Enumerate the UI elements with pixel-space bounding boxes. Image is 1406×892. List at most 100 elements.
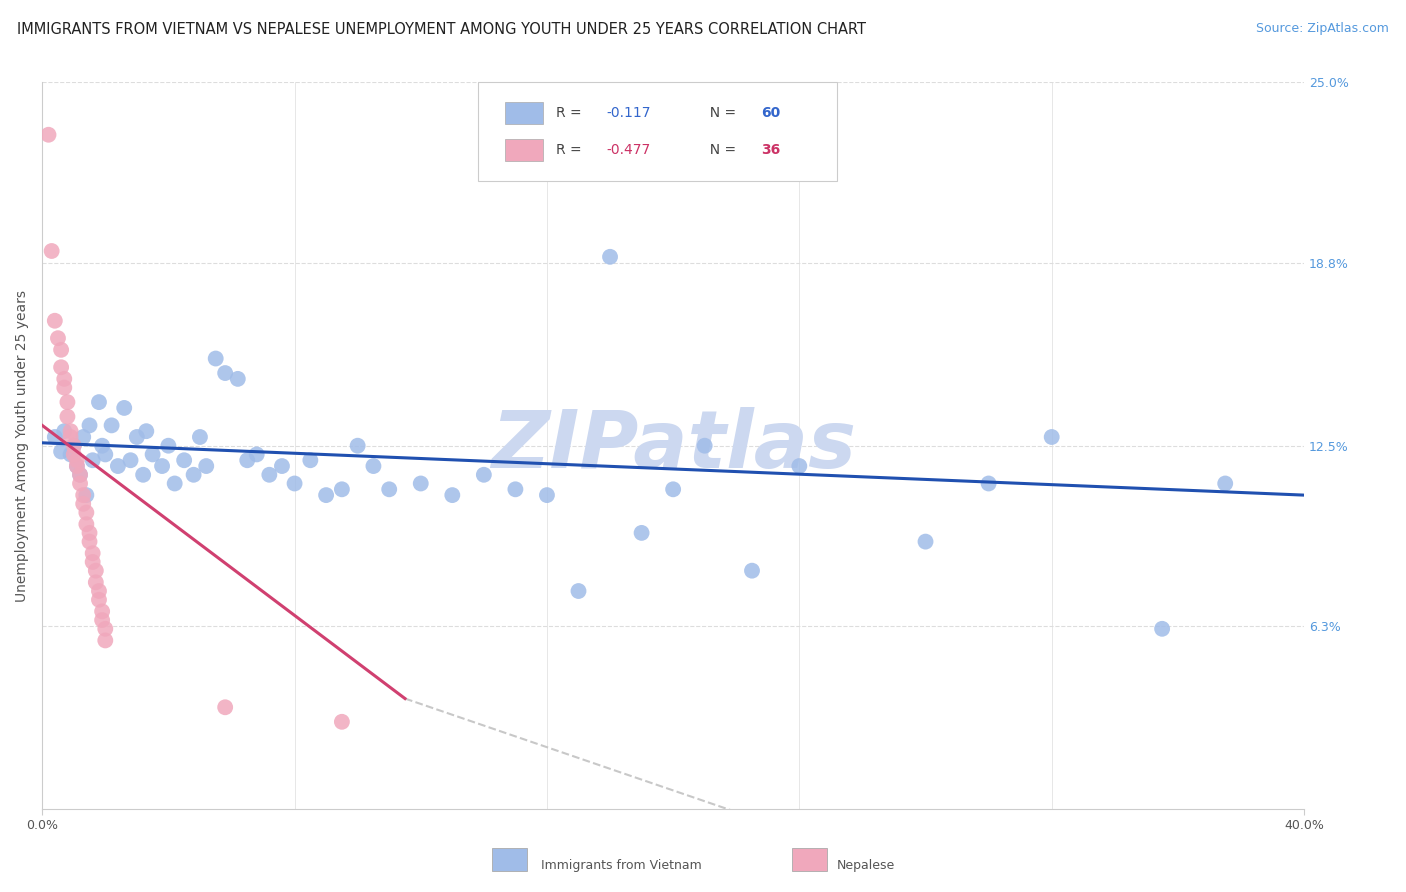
Point bbox=[82, 555, 104, 569]
Bar bbox=[792, 848, 827, 871]
Point bbox=[49, 343, 72, 357]
Point bbox=[1152, 622, 1174, 636]
Text: R =: R = bbox=[555, 106, 586, 120]
FancyBboxPatch shape bbox=[478, 82, 837, 180]
Point bbox=[46, 331, 69, 345]
Text: -0.117: -0.117 bbox=[606, 106, 651, 120]
Point bbox=[53, 424, 76, 438]
Text: 60: 60 bbox=[762, 106, 780, 120]
Point bbox=[120, 453, 142, 467]
Point bbox=[693, 439, 716, 453]
Point bbox=[441, 488, 464, 502]
Point bbox=[330, 714, 353, 729]
Point bbox=[226, 372, 249, 386]
Point bbox=[72, 488, 94, 502]
Point bbox=[315, 488, 337, 502]
Point bbox=[59, 430, 82, 444]
Point bbox=[599, 250, 621, 264]
FancyBboxPatch shape bbox=[505, 139, 543, 161]
Text: -0.477: -0.477 bbox=[606, 143, 651, 157]
Point bbox=[82, 453, 104, 467]
Point bbox=[59, 447, 82, 461]
Point bbox=[53, 381, 76, 395]
Point bbox=[75, 517, 97, 532]
Point bbox=[62, 447, 84, 461]
Point bbox=[214, 366, 236, 380]
Point bbox=[378, 483, 401, 497]
Point bbox=[79, 525, 101, 540]
Point bbox=[75, 506, 97, 520]
Point bbox=[204, 351, 226, 366]
Point bbox=[91, 604, 114, 618]
Point bbox=[135, 424, 157, 438]
Point bbox=[536, 488, 558, 502]
Point bbox=[409, 476, 432, 491]
Point bbox=[75, 488, 97, 502]
Point bbox=[100, 418, 122, 433]
Point bbox=[79, 418, 101, 433]
Point bbox=[82, 546, 104, 560]
Point bbox=[94, 633, 117, 648]
Point bbox=[66, 458, 89, 473]
Point bbox=[330, 483, 353, 497]
Text: N =: N = bbox=[702, 106, 741, 120]
Point bbox=[79, 534, 101, 549]
Text: IMMIGRANTS FROM VIETNAM VS NEPALESE UNEMPLOYMENT AMONG YOUTH UNDER 25 YEARS CORR: IMMIGRANTS FROM VIETNAM VS NEPALESE UNEM… bbox=[17, 22, 866, 37]
Point bbox=[299, 453, 322, 467]
Point bbox=[157, 439, 180, 453]
Point bbox=[62, 439, 84, 453]
Point bbox=[62, 439, 84, 453]
Text: Nepalese: Nepalese bbox=[837, 859, 894, 871]
Point bbox=[977, 476, 1000, 491]
Point bbox=[914, 534, 936, 549]
Point bbox=[49, 444, 72, 458]
Point bbox=[72, 497, 94, 511]
Point bbox=[173, 453, 195, 467]
Point bbox=[94, 447, 117, 461]
Point bbox=[188, 430, 211, 444]
Point bbox=[91, 439, 114, 453]
Point bbox=[236, 453, 259, 467]
Point bbox=[87, 592, 110, 607]
Text: R =: R = bbox=[555, 143, 586, 157]
Point bbox=[49, 360, 72, 375]
Point bbox=[567, 584, 589, 599]
Point bbox=[107, 458, 129, 473]
Point bbox=[56, 395, 79, 409]
Point bbox=[150, 458, 173, 473]
Point bbox=[41, 244, 63, 258]
Point bbox=[69, 467, 91, 482]
Point bbox=[630, 525, 652, 540]
Point bbox=[246, 447, 269, 461]
Point bbox=[163, 476, 186, 491]
Point bbox=[284, 476, 307, 491]
Text: ZIPatlas: ZIPatlas bbox=[491, 407, 856, 484]
Text: Source: ZipAtlas.com: Source: ZipAtlas.com bbox=[1256, 22, 1389, 36]
Point bbox=[94, 622, 117, 636]
Text: N =: N = bbox=[702, 143, 741, 157]
Point bbox=[789, 458, 811, 473]
Point bbox=[69, 467, 91, 482]
Point bbox=[69, 476, 91, 491]
Point bbox=[84, 575, 107, 590]
Point bbox=[363, 458, 385, 473]
Point bbox=[44, 430, 66, 444]
Point bbox=[112, 401, 135, 415]
Point bbox=[53, 372, 76, 386]
Point bbox=[505, 483, 527, 497]
Y-axis label: Unemployment Among Youth under 25 years: Unemployment Among Youth under 25 years bbox=[15, 290, 30, 602]
Point bbox=[132, 467, 155, 482]
Point bbox=[66, 458, 89, 473]
Point bbox=[59, 424, 82, 438]
Point bbox=[84, 564, 107, 578]
Point bbox=[87, 395, 110, 409]
Point bbox=[142, 447, 165, 461]
Bar bbox=[492, 848, 527, 871]
Point bbox=[66, 453, 89, 467]
Point bbox=[183, 467, 205, 482]
Point bbox=[72, 430, 94, 444]
Point bbox=[1213, 476, 1236, 491]
Point bbox=[44, 314, 66, 328]
Point bbox=[472, 467, 495, 482]
Point bbox=[662, 483, 685, 497]
